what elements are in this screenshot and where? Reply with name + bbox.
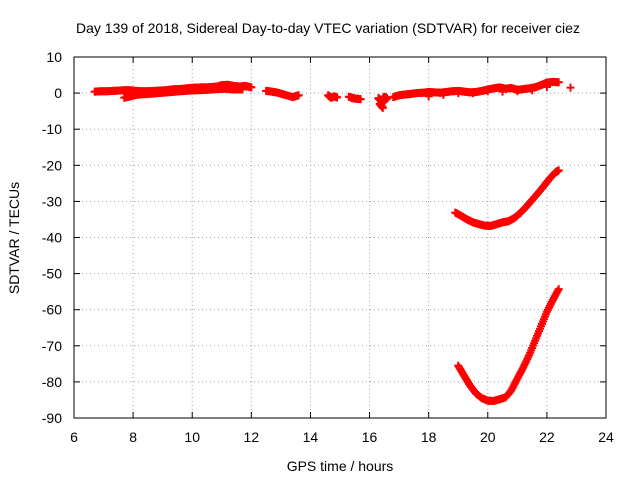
- chart-title: Day 139 of 2018, Sidereal Day-to-day VTE…: [76, 20, 580, 36]
- y-tick-label: -50: [42, 266, 62, 282]
- data-point: [349, 94, 358, 103]
- grid: [74, 57, 606, 418]
- data-point: [524, 353, 533, 362]
- data-point: [293, 91, 302, 100]
- data-point: [554, 166, 563, 175]
- x-tick-label: 10: [184, 429, 200, 445]
- y-axis-label: SDTVAR / TECUs: [6, 182, 22, 294]
- data-series: [90, 80, 256, 102]
- y-tick-label: -10: [42, 121, 62, 137]
- y-tick-label: -90: [42, 410, 62, 426]
- x-tick-label: 8: [129, 429, 137, 445]
- axis-ticks: 6 8 10 12 14 16 18 20 22 24 10 0 -10 -20 -30 -40 -50 -60 -…: [42, 49, 614, 445]
- data-point: [566, 83, 575, 92]
- x-tick-label: 22: [539, 429, 555, 445]
- data-point: [541, 310, 550, 319]
- data-point: [535, 324, 544, 333]
- x-tick-label: 16: [362, 429, 378, 445]
- data-series: [454, 285, 563, 406]
- data-point: [553, 286, 562, 295]
- x-tick-label: 18: [421, 429, 437, 445]
- y-tick-label: -60: [42, 302, 62, 318]
- y-tick-label: -70: [42, 338, 62, 354]
- data-point: [332, 93, 341, 102]
- x-tick-label: 12: [244, 429, 260, 445]
- data-point: [246, 83, 255, 92]
- y-tick-label: -20: [42, 157, 62, 173]
- x-tick-label: 6: [70, 429, 78, 445]
- x-axis-label: GPS time / hours: [287, 458, 394, 474]
- x-tick-label: 14: [303, 429, 319, 445]
- data-point: [236, 85, 245, 94]
- data-points: [90, 77, 575, 406]
- y-tick-label: 10: [46, 49, 62, 65]
- y-tick-label: -80: [42, 374, 62, 390]
- y-tick-label: 0: [54, 85, 62, 101]
- data-series: [389, 77, 575, 102]
- y-tick-label: -30: [42, 193, 62, 209]
- data-point: [530, 339, 539, 348]
- data-point: [553, 78, 562, 87]
- x-tick-label: 24: [598, 429, 614, 445]
- data-point: [378, 103, 387, 112]
- x-tick-label: 20: [480, 429, 496, 445]
- data-series: [262, 86, 392, 112]
- data-series: [451, 166, 563, 230]
- y-tick-label: -40: [42, 230, 62, 246]
